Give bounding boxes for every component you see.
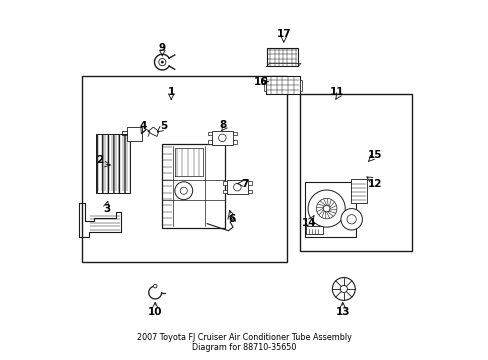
Text: 15: 15: [367, 150, 381, 160]
Bar: [96, 134, 130, 193]
Circle shape: [175, 182, 192, 200]
Text: 4: 4: [139, 121, 146, 131]
Bar: [226, 180, 247, 194]
Circle shape: [346, 215, 356, 224]
Circle shape: [159, 59, 165, 66]
Circle shape: [180, 187, 187, 194]
Text: 6: 6: [228, 214, 235, 224]
Bar: [162, 144, 224, 228]
Text: 12: 12: [367, 179, 381, 189]
Bar: [207, 132, 211, 135]
Text: 13: 13: [335, 307, 349, 317]
Bar: [299, 80, 301, 91]
Text: 2: 2: [96, 156, 103, 165]
Text: 16: 16: [253, 77, 267, 87]
Text: 10: 10: [148, 307, 162, 317]
Bar: [299, 94, 411, 251]
Circle shape: [340, 208, 362, 230]
Bar: [82, 76, 287, 262]
Bar: [266, 48, 298, 66]
Bar: [247, 189, 251, 193]
Circle shape: [161, 61, 163, 64]
Circle shape: [332, 278, 354, 300]
Text: 9: 9: [159, 43, 165, 53]
Bar: [211, 131, 233, 145]
Circle shape: [233, 183, 241, 191]
Text: 2007 Toyota FJ Cruiser Air Conditioner Tube Assembly
Diagram for 88710-35650: 2007 Toyota FJ Cruiser Air Conditioner T…: [137, 333, 351, 352]
Bar: [304, 182, 356, 237]
Text: 5: 5: [160, 121, 167, 131]
Circle shape: [323, 205, 329, 212]
Text: 7: 7: [240, 179, 248, 189]
Bar: [247, 181, 251, 185]
Bar: [223, 189, 226, 193]
Bar: [305, 226, 323, 234]
Text: 8: 8: [219, 120, 226, 130]
Circle shape: [153, 284, 157, 288]
Circle shape: [316, 198, 336, 219]
Text: 17: 17: [276, 28, 290, 39]
Bar: [233, 132, 236, 135]
Bar: [264, 80, 266, 91]
Circle shape: [340, 285, 346, 293]
Text: 11: 11: [329, 87, 344, 98]
Text: 1: 1: [167, 87, 175, 98]
Bar: [350, 179, 366, 203]
Bar: [233, 140, 236, 144]
Bar: [126, 127, 142, 141]
Circle shape: [218, 134, 225, 141]
Circle shape: [307, 190, 345, 227]
Text: 14: 14: [301, 218, 315, 228]
Bar: [223, 181, 226, 185]
Bar: [207, 140, 211, 144]
Bar: [265, 76, 299, 94]
Text: 3: 3: [103, 203, 110, 213]
